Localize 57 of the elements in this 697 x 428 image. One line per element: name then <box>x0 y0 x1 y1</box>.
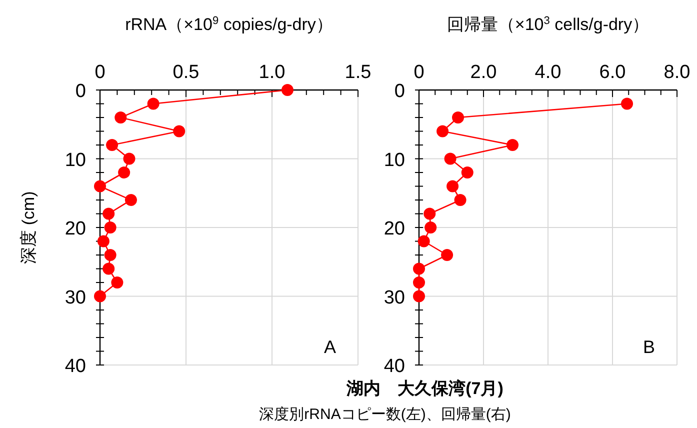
point <box>281 84 294 96</box>
point <box>94 290 106 302</box>
y-tick-label: 30 <box>384 287 405 308</box>
x-tick-label: 0.5 <box>172 62 200 83</box>
x-tick-label: 6.0 <box>599 62 626 83</box>
point <box>97 235 110 248</box>
point <box>104 249 116 261</box>
annotation: B <box>642 337 656 357</box>
point <box>424 208 436 220</box>
x-tick-label: 4.0 <box>534 62 562 83</box>
point <box>106 139 118 151</box>
y-tick-label: 40 <box>384 356 405 377</box>
point <box>118 166 130 178</box>
point <box>621 98 634 110</box>
point <box>104 222 116 234</box>
x-tick-label: 2.0 <box>470 62 497 83</box>
y-tick-label: 0 <box>75 81 86 102</box>
point <box>173 125 186 138</box>
y-tick-label: 40 <box>64 356 86 377</box>
text: 深度別rRNAコピー数(左)、回帰量(右) <box>259 406 511 423</box>
x-axis-title: 回帰量（×10$^{3}$ cells/g-dry） <box>446 15 650 34</box>
point <box>147 98 160 110</box>
point <box>123 152 136 165</box>
y-tick-label: 30 <box>64 287 86 308</box>
x-tick-label: 0 <box>414 62 424 83</box>
point <box>413 290 425 302</box>
x-tick-label: 1.0 <box>258 62 286 83</box>
point <box>461 166 474 178</box>
y-axis-title: 深度 (cm) <box>19 191 38 264</box>
text: 湖内 大久保湾(7月) <box>346 379 504 398</box>
y-tick-label: 10 <box>384 150 405 171</box>
y-tick-label: 20 <box>64 218 86 240</box>
point <box>114 112 127 124</box>
y-tick-label: 10 <box>64 150 86 171</box>
point <box>454 194 466 206</box>
point <box>418 235 430 248</box>
point <box>441 249 454 261</box>
point <box>452 112 464 124</box>
point <box>111 276 124 288</box>
point <box>436 125 449 138</box>
x-axis-title: rRNA（×10$^{9}$ copies/g-dry） <box>125 15 333 34</box>
x-tick-label: 1.5 <box>344 62 372 83</box>
y-tick-label: 20 <box>384 218 405 240</box>
x-tick-label: 0 <box>94 62 106 83</box>
point <box>446 180 459 192</box>
point <box>424 222 437 234</box>
point <box>94 180 106 192</box>
point <box>444 152 456 165</box>
point <box>413 276 425 288</box>
point <box>506 139 519 151</box>
annotation: A <box>324 337 336 357</box>
point <box>102 208 115 220</box>
point <box>124 194 137 206</box>
point <box>102 262 115 275</box>
x-tick-label: 8.0 <box>664 62 690 83</box>
y-tick-label: 0 <box>394 81 405 102</box>
point <box>413 262 425 275</box>
